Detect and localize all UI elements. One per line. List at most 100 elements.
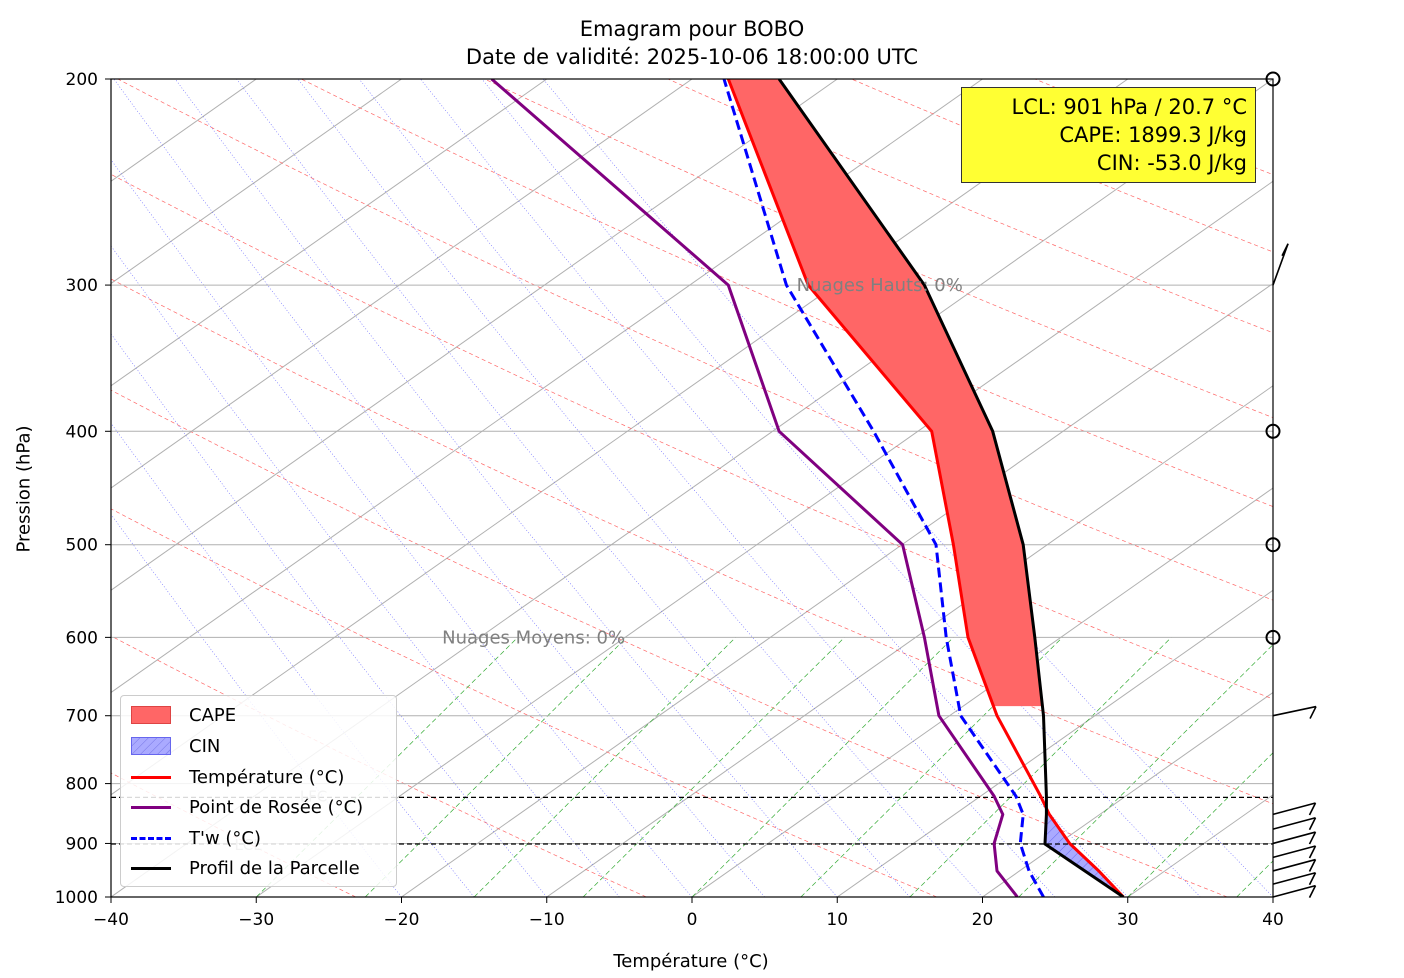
wind-barb-staff	[1272, 871, 1316, 885]
calm-wind-marker	[1265, 423, 1281, 439]
wind-barb-staff	[1272, 831, 1316, 845]
temperature-curve	[726, 79, 1125, 897]
wind-barb-feather	[1308, 872, 1317, 886]
dry-adiabat-line	[667, 79, 1273, 334]
dry-adiabat-line	[111, 389, 1228, 897]
wind-barb-feather	[1281, 243, 1289, 257]
isotherm-line	[401, 282, 1273, 897]
legend-item-temperature: Température (°C)	[131, 765, 344, 789]
wind-barb	[1272, 845, 1317, 859]
legend-swatch-temperature	[131, 768, 171, 786]
wind-barb	[1272, 831, 1317, 845]
mixing-ratio-line	[364, 637, 627, 897]
cape-readout: CAPE: 1899.3 J/kg	[1059, 123, 1247, 147]
legend-item-dewpoint: Point de Rosée (°C)	[131, 795, 363, 819]
wind-barb-staff	[1272, 705, 1317, 717]
x-tick-label: 20	[972, 910, 994, 930]
wind-barb-feather	[1308, 845, 1317, 859]
legend-swatch-cin	[131, 737, 171, 755]
chart-subtitle: Date de validité: 2025-10-06 18:00:00 UT…	[465, 45, 919, 69]
moist-adiabat-line	[111, 159, 693, 897]
legend-label-dewpoint: Point de Rosée (°C)	[189, 796, 364, 818]
wind-barb	[1272, 705, 1317, 719]
y-tick-label: 1000	[55, 888, 98, 908]
dry-adiabat-line	[301, 79, 1273, 507]
wind-barb-staff	[1272, 243, 1289, 286]
x-axis-label: Température (°C)	[613, 951, 769, 972]
calm-wind-marker	[1265, 71, 1281, 87]
x-tick-label: −10	[529, 910, 565, 930]
mixing-ratio-line	[1018, 644, 1273, 897]
wind-barb-feather	[1308, 817, 1317, 831]
high-clouds-label: Nuages Hauts: 0%	[797, 275, 963, 296]
legend-swatch-dewpoint	[131, 798, 171, 816]
x-tick-label: 0	[687, 910, 698, 930]
moist-adiabat-line	[481, 79, 1201, 897]
isotherm-line	[1127, 794, 1273, 897]
cin-readout: CIN: -53.0 J/kg	[1096, 151, 1247, 175]
moist-adiabat-line	[297, 79, 983, 897]
wind-barb	[1272, 802, 1317, 816]
isotherm-line	[111, 79, 548, 387]
mixing-ratio-line	[1127, 752, 1273, 897]
moist-adiabat-line	[113, 79, 765, 897]
plot-area: Nuages Hauts: 0%Nuages Moyens: 0%LFCLCL	[111, 79, 1404, 897]
x-tick-label: −20	[384, 910, 420, 930]
lcl-readout: LCL: 901 hPa / 20.7 °C	[1011, 95, 1248, 119]
legend-label-cin: CIN	[189, 735, 221, 757]
mixing-ratio-line	[582, 637, 845, 897]
wind-barb-feather	[1308, 859, 1317, 872]
isotherm-line	[546, 385, 1273, 897]
moist-adiabat-line	[236, 79, 911, 897]
wind-barb	[1272, 243, 1289, 286]
y-tick-label: 900	[66, 834, 98, 854]
x-tick-label: 10	[826, 910, 848, 930]
legend-label-wetbulb: T'w (°C)	[189, 827, 261, 849]
wind-barb	[1272, 816, 1317, 831]
wind-barb	[1272, 858, 1317, 872]
y-tick-label: 500	[66, 536, 98, 556]
legend-swatch-cape	[131, 706, 171, 724]
legend-item-cin: CIN	[131, 734, 220, 758]
y-tick-label: 700	[66, 707, 98, 727]
isotherm-line	[111, 79, 402, 285]
mixing-ratio-line	[1346, 637, 1404, 897]
mixing-ratio-line	[691, 637, 954, 897]
y-tick-label: 600	[66, 628, 98, 648]
dewpoint-curve	[490, 79, 1019, 897]
x-tick-label: −40	[93, 910, 129, 930]
wetbulb-curve	[722, 79, 1045, 897]
wind-barb-staff	[1272, 816, 1316, 830]
isotherm-line	[256, 180, 1273, 897]
legend-swatch-wetbulb	[131, 829, 171, 847]
parcel-curve	[777, 79, 1125, 897]
legend: CAPE CIN Température (°C) Point de Rosée…	[120, 695, 397, 887]
moist-adiabat-line	[420, 79, 1129, 897]
x-tick-label: 40	[1262, 910, 1284, 930]
dry-adiabat-line	[111, 278, 1273, 805]
wind-barb-feather	[1309, 706, 1317, 719]
legend-item-parcel: Profil de la Parcelle	[131, 856, 360, 880]
y-tick-label: 400	[66, 422, 98, 442]
x-tick-label: 30	[1117, 910, 1139, 930]
moist-adiabat-line	[358, 79, 1056, 897]
dry-adiabat-line	[111, 173, 1273, 700]
wind-barb-feather	[1308, 831, 1317, 845]
isotherm-line	[691, 487, 1273, 897]
x-tick-label: −30	[238, 910, 274, 930]
legend-label-temperature: Température (°C)	[189, 766, 345, 788]
y-tick-label: 200	[66, 70, 98, 90]
legend-swatch-parcel	[131, 859, 171, 877]
stability-info-box: LCL: 901 hPa / 20.7 °C CAPE: 1899.3 J/kg…	[961, 87, 1256, 183]
legend-item-cape: CAPE	[131, 703, 236, 727]
isotherm-line	[1272, 896, 1273, 897]
wind-barb-staff	[1272, 884, 1316, 898]
mid-clouds-label: Nuages Moyens: 0%	[442, 627, 625, 648]
isotherm-line	[837, 589, 1273, 897]
calm-wind-marker	[1265, 629, 1281, 645]
cape-area	[728, 79, 1043, 707]
moist-adiabat-line	[542, 79, 1273, 897]
legend-label-cape: CAPE	[189, 704, 237, 726]
wind-barb	[1272, 871, 1317, 886]
